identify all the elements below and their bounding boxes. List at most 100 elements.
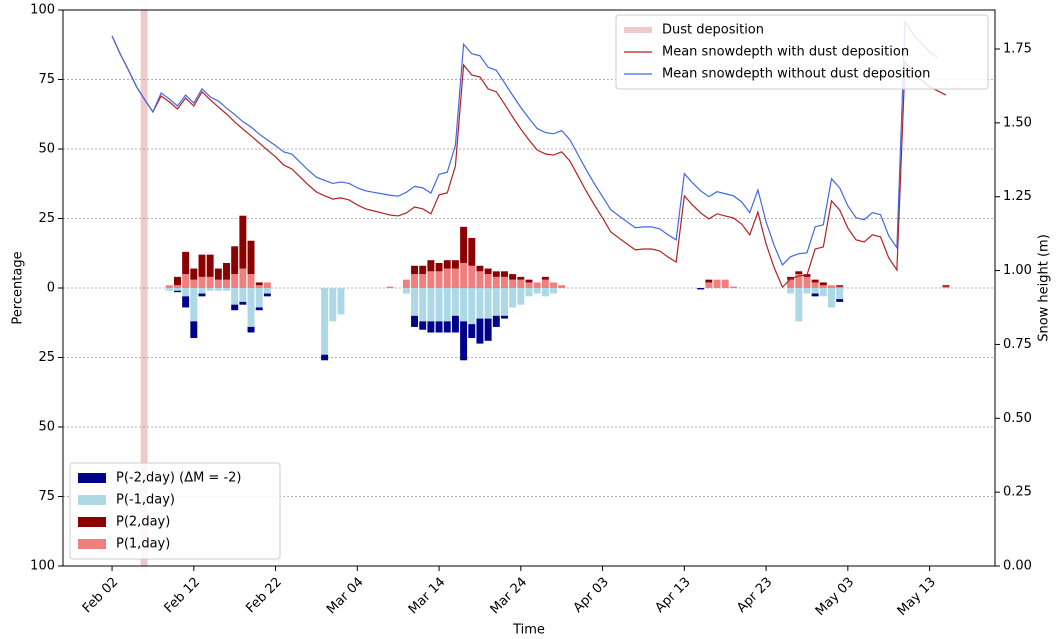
bar [828,285,835,288]
bar [443,260,451,269]
y2-tick-label: 0.00 [1003,559,1032,574]
bar [239,215,247,269]
y2-axis-label: Snow height (m) [1037,234,1052,342]
bar [255,282,263,286]
bar [541,288,549,297]
y2-tick-label: 1.50 [1003,115,1032,130]
bar [247,288,255,327]
bar [468,288,476,325]
bar [411,265,419,275]
x-tick-label: Feb 02 [80,575,122,617]
bar [206,254,214,277]
y2-tick-label: 0.75 [1003,337,1032,352]
bar [500,315,508,319]
legend-label: P(-1,day) [116,493,175,508]
bar [223,262,230,280]
bar [811,288,819,294]
bar [182,274,190,288]
bar [263,288,271,294]
lines [111,19,947,289]
bar [411,315,419,327]
x-tick-label: Apr 23 [734,575,775,616]
bar [190,321,198,339]
bar [337,288,345,315]
bar [427,271,435,288]
bar [803,288,811,294]
bar [402,288,410,294]
bar [231,304,239,311]
legend-label: Mean snowdepth with dust deposition [662,45,909,60]
bar [468,237,476,266]
bar [223,288,230,291]
bar [713,279,721,288]
bar [435,271,443,288]
legend-swatch [78,495,106,505]
bar [836,286,844,288]
bar [476,271,484,288]
legend: Dust deposition Mean snowdepth with dust … [615,14,989,90]
bar [795,271,803,275]
y-axis-label: Percentage [11,251,26,324]
bar [419,321,427,330]
bar [321,354,329,361]
line [111,19,939,267]
bar [550,282,558,288]
bar [795,288,803,322]
bar [386,286,394,288]
bar [435,321,443,333]
legend-box [615,14,989,90]
bar [231,274,239,288]
bar [795,274,803,288]
bar [517,276,525,280]
bar [190,279,198,288]
bar [255,285,263,288]
bar [231,288,239,305]
legend-label: P(1,day) [116,537,170,552]
bar [942,286,950,288]
bar [239,288,247,302]
bar [836,299,844,302]
bar [697,288,705,290]
bar [484,318,492,341]
legend-swatch [78,517,106,527]
bar [517,279,525,288]
bar [525,282,533,288]
bar [541,279,549,288]
bar [500,276,508,288]
bar [198,288,206,294]
bar [451,260,459,269]
bar [484,288,492,319]
bar [255,288,263,308]
bar [460,321,468,361]
bar [541,276,549,280]
bar [558,285,566,288]
bar [173,285,181,288]
legend-label: Dust deposition [662,23,764,38]
bar [468,265,476,288]
y2-tick-label: 1.00 [1003,263,1032,278]
bar [198,293,206,297]
bar [182,296,190,308]
legend-label: P(-2,day) (ΔM = -2) [116,471,242,486]
bar [492,276,500,288]
line [111,35,947,289]
bar [517,288,525,305]
bar [729,286,737,288]
bar [239,301,247,305]
bar [247,326,255,333]
bar [550,288,558,294]
bar [484,274,492,288]
y2-tick-label: 1.25 [1003,189,1032,204]
bar [223,279,230,288]
y-tick-label: 0 [47,281,55,296]
legend-label: P(2,day) [116,515,170,530]
bar [173,276,181,286]
bar [787,288,795,294]
bar [492,271,500,277]
x-tick-label: Feb 12 [162,575,204,617]
bar [460,262,468,288]
bar [525,288,533,297]
bar [500,271,508,277]
y-tick-label: 50 [38,420,55,435]
